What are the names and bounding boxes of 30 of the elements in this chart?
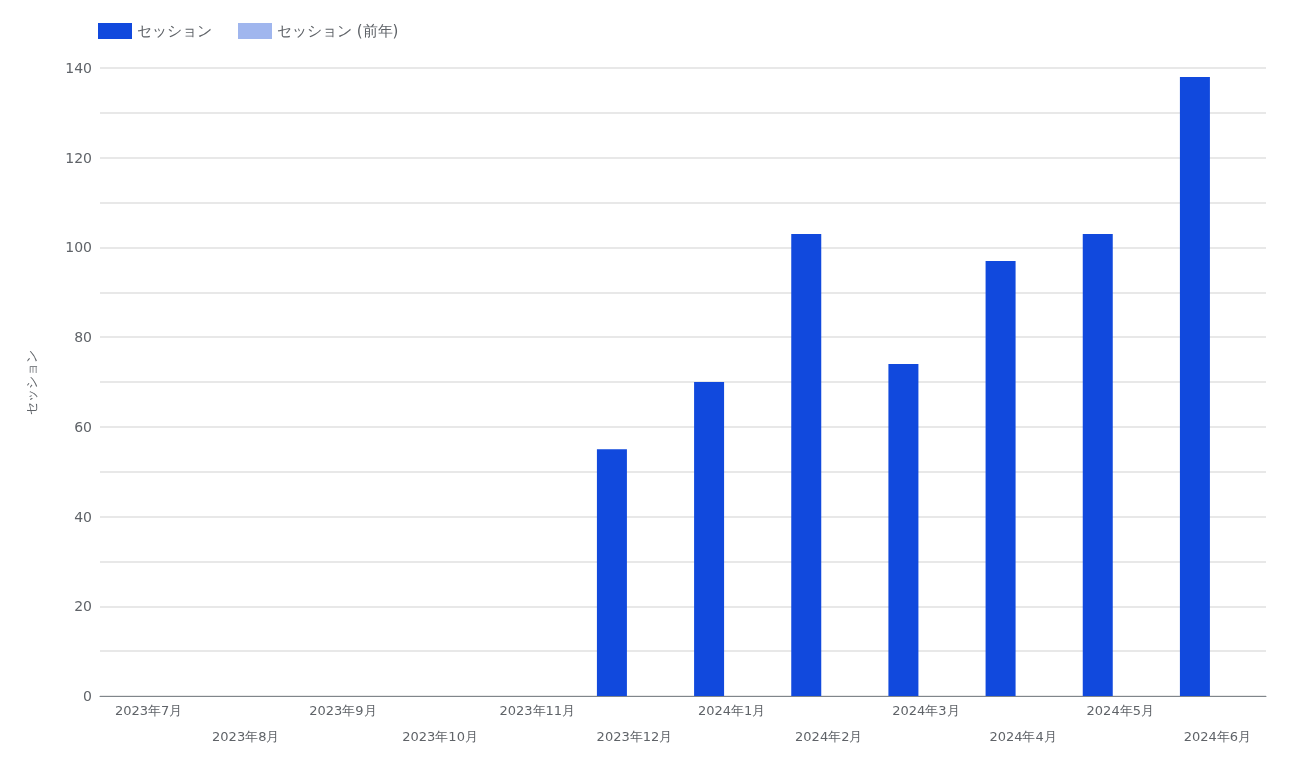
y-axis-title: セッション [24, 349, 39, 415]
x-tick-label: 2024年3月 [892, 703, 960, 718]
x-tick-label: 2024年5月 [1086, 703, 1154, 718]
x-tick-label: 2023年8月 [212, 729, 280, 744]
bar [694, 382, 725, 696]
y-tick-label: 140 [65, 60, 92, 76]
y-tick-label: 20 [74, 598, 92, 615]
x-tick-label: 2024年1月 [697, 703, 766, 718]
y-tick-label: 0 [83, 688, 92, 704]
y-tick-label: 60 [74, 418, 92, 435]
x-tick-label: 2024年4月 [989, 729, 1057, 744]
x-tick-label: 2024年2月 [795, 729, 863, 744]
bar [791, 233, 822, 696]
y-tick-label: 100 [65, 239, 92, 256]
y-tick-label: 40 [74, 508, 92, 525]
x-tick-label: 2023年11月 [499, 703, 576, 718]
legend-label: セッション (前年) [277, 22, 399, 40]
legend-label: セッション [137, 22, 212, 40]
x-tick-label: 2024年6月 [1183, 729, 1252, 744]
x-tick-label: 2023年12月 [596, 729, 673, 744]
x-tick-label: 2023年7月 [114, 703, 183, 718]
bar [1082, 233, 1113, 696]
bar [1179, 76, 1210, 696]
x-tick-label: 2023年9月 [309, 703, 377, 718]
bar [888, 364, 919, 696]
x-tick-label: 2023年10月 [402, 729, 478, 744]
y-tick-label: 120 [65, 149, 92, 166]
bar [985, 260, 1016, 696]
bar [596, 449, 627, 696]
y-tick-label: 80 [74, 329, 92, 346]
